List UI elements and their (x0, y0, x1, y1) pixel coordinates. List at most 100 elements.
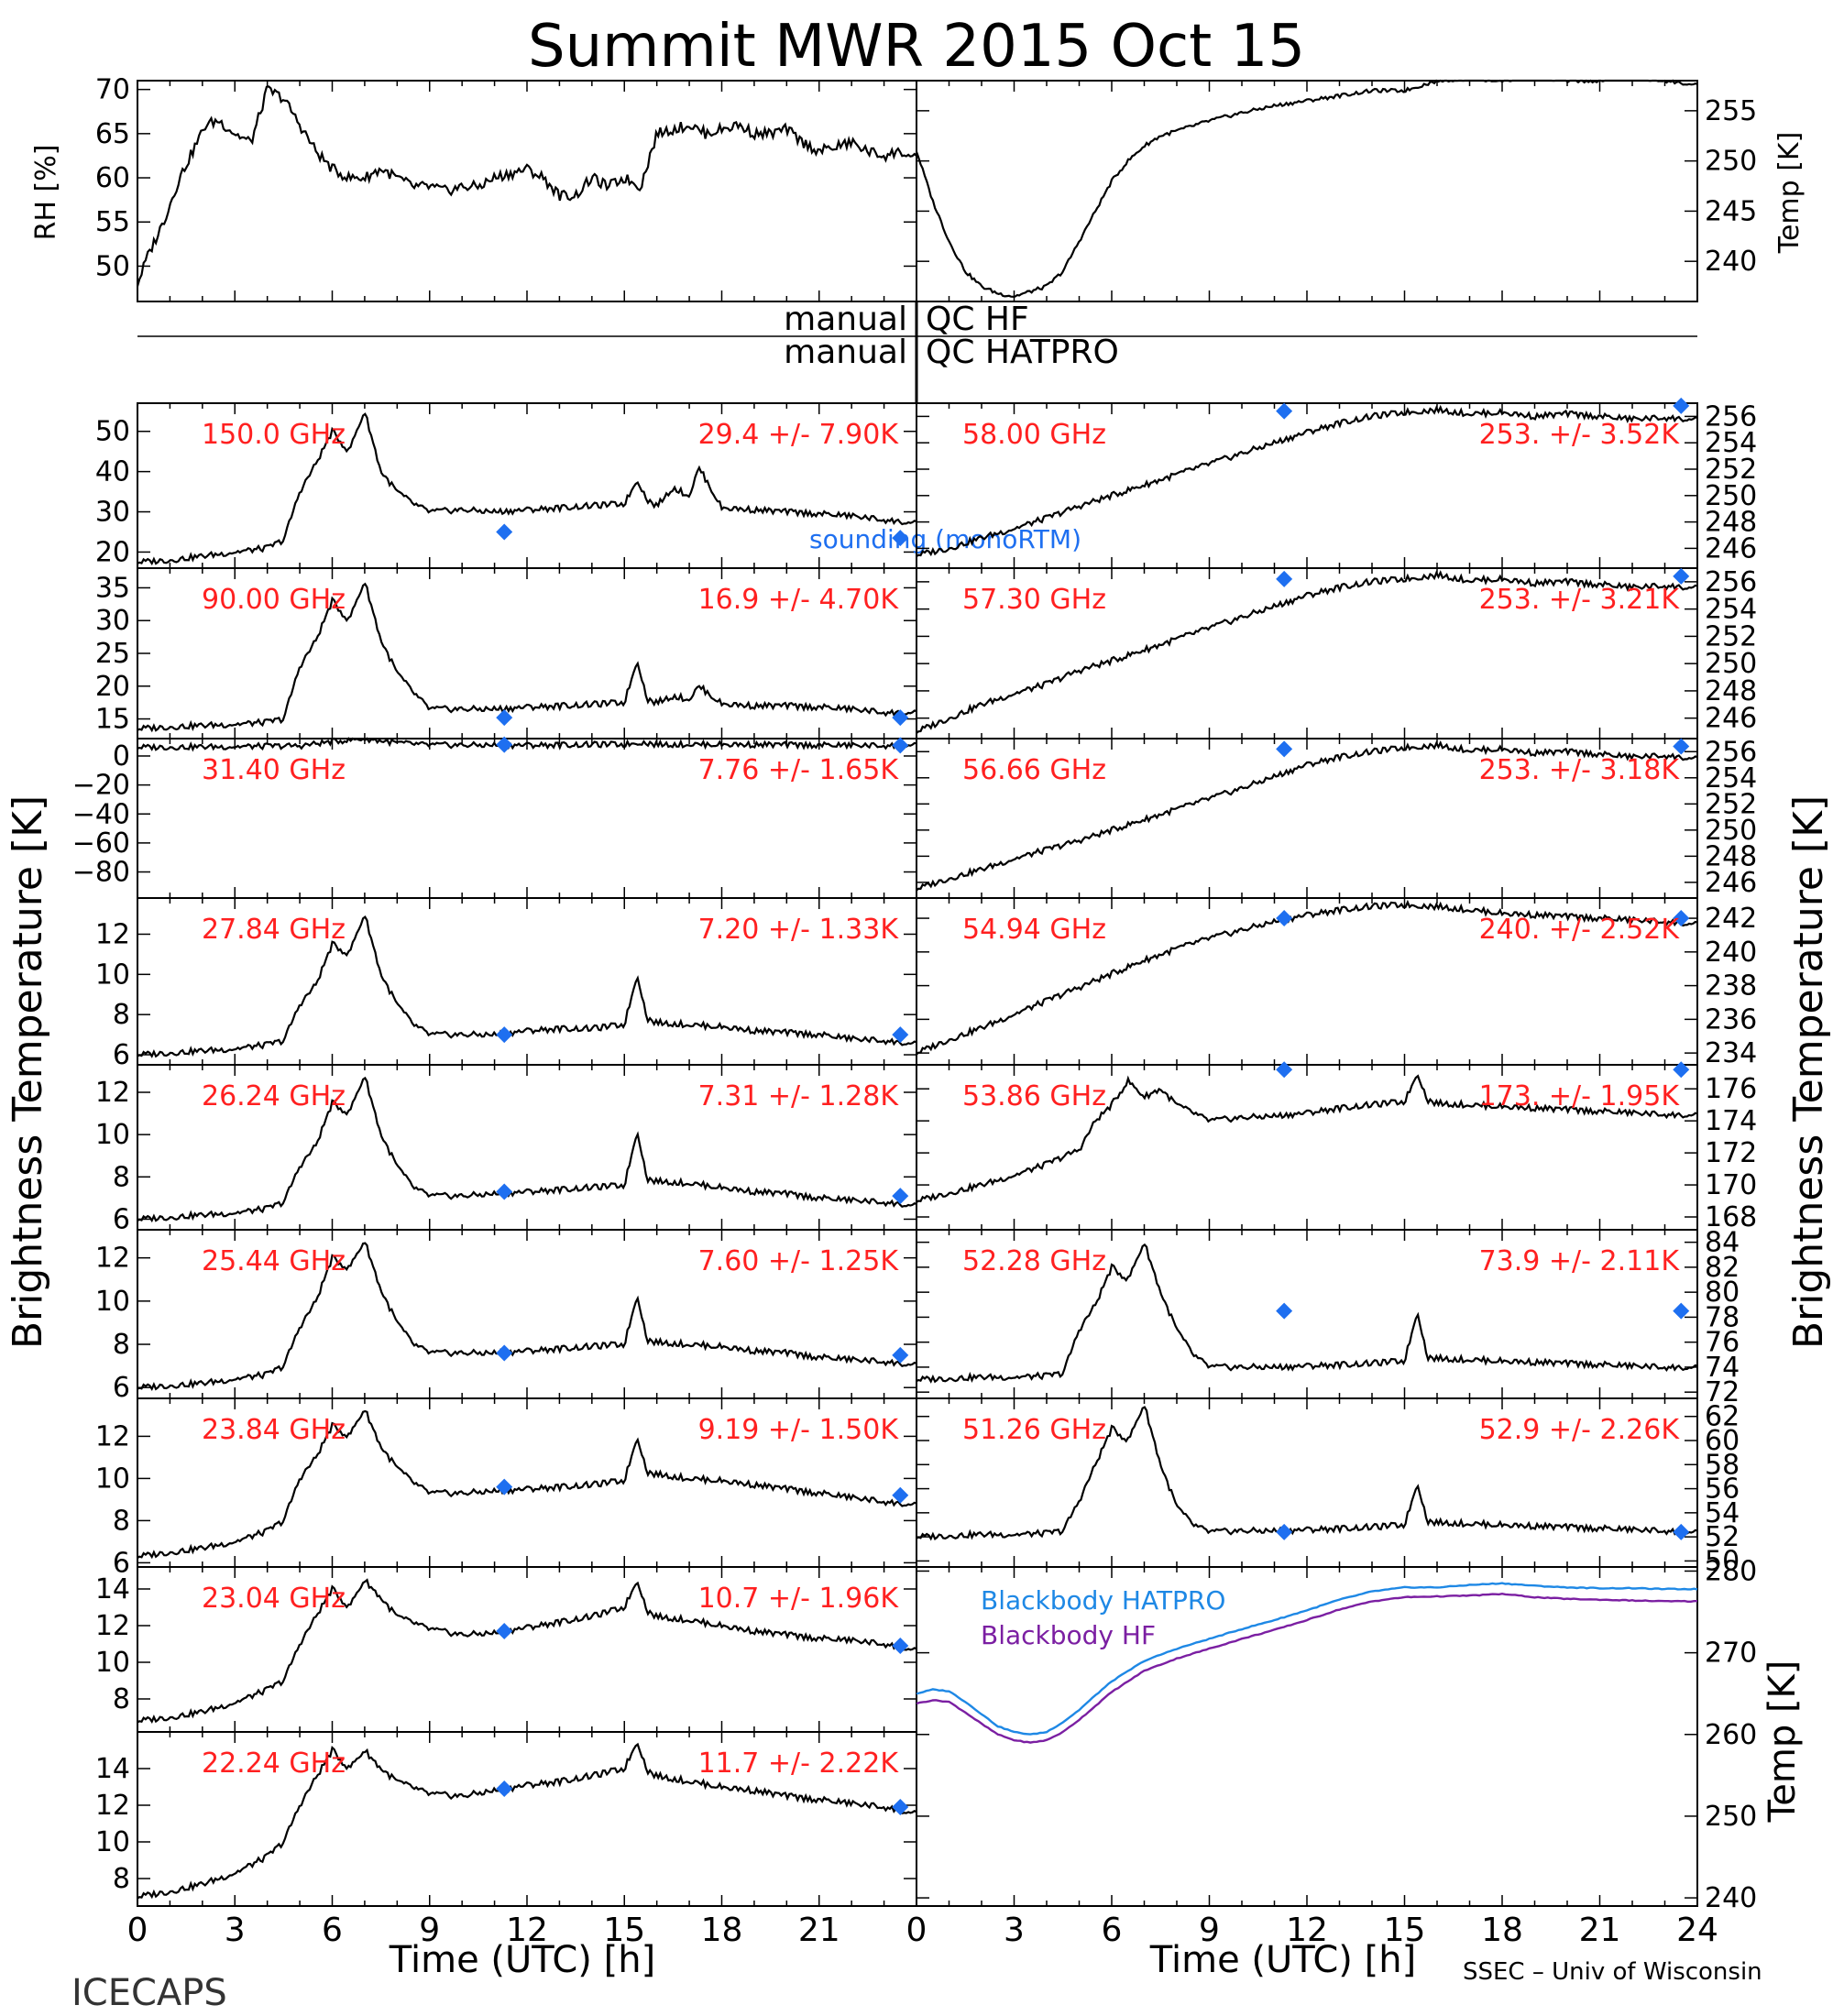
x-tick-label: 18 (1481, 1912, 1523, 1949)
x-tick-label: 15 (603, 1912, 645, 1949)
frequency-label: 150.0 GHz (202, 419, 346, 451)
sounding-marker (496, 736, 513, 753)
y-tick-label: 256 (1705, 400, 1757, 433)
trace-line (137, 412, 917, 566)
y-tick-label: 50 (95, 250, 130, 282)
y-tick-label: 82 (1705, 1252, 1740, 1284)
y-tick-label: 52 (1705, 1521, 1740, 1553)
panel-air_temp: 240 245 250 255 (915, 79, 1757, 302)
y-tick-label: 254 (1705, 594, 1757, 626)
qc-line2-left: manual (784, 334, 907, 371)
y-tick-label: 8 (113, 999, 130, 1031)
sounding-marker (892, 530, 909, 547)
y-tick-label: 254 (1705, 762, 1757, 794)
sounding-marker (496, 1344, 513, 1362)
y-tick-label: 170 (1705, 1169, 1757, 1201)
right-ylabel: Brightness Temperature [K] (1785, 795, 1832, 1349)
x-tick-label: 3 (1004, 1912, 1025, 1949)
sounding-marker (1276, 740, 1293, 758)
y-tick-label: 248 (1705, 675, 1757, 707)
temp-ylabel: Temp [K] (1773, 132, 1806, 255)
y-tick-label: 30 (95, 605, 130, 637)
y-tick-label: 255 (1705, 95, 1757, 127)
left-ylabel: Brightness Temperature [K] (5, 795, 51, 1349)
y-tick-label: 246 (1705, 703, 1757, 735)
sounding-marker (1673, 1302, 1690, 1320)
panel-25-44-GHz: 6 8 10 12 25.44 GHz 7.60 +/- 1.25K (95, 1229, 917, 1404)
y-tick-label: 12 (95, 1420, 130, 1452)
series-line (916, 1592, 1697, 1744)
x-tick-label: 9 (419, 1912, 440, 1949)
trace-line (137, 1742, 917, 1900)
sounding-marker (1673, 567, 1690, 585)
y-tick-label: 20 (95, 671, 130, 703)
sounding-marker (496, 709, 513, 727)
frequency-label: 27.84 GHz (202, 914, 346, 946)
stats-label: 7.20 +/- 1.33K (698, 914, 900, 946)
panel-31-40-GHz: 0−20−40−60−80 31.40 GHz 7.76 +/- 1.65K (72, 736, 917, 899)
y-tick-label: 50 (95, 416, 130, 448)
panel-frame (916, 1566, 1698, 1907)
y-tick-label: 245 (1705, 195, 1757, 227)
series-line (916, 1582, 1698, 1736)
x-axis-label-right: Time (UTC) [h] (1149, 1939, 1416, 1981)
y-tick-label: 25 (95, 638, 130, 670)
trace-line (916, 404, 1698, 558)
qc-line1-right: QC HF (926, 301, 1029, 338)
y-tick-label: 10 (95, 1119, 130, 1151)
stats-label: 9.19 +/- 1.50K (698, 1414, 900, 1446)
stats-label: 7.60 +/- 1.25K (698, 1245, 900, 1277)
trace-line (136, 85, 917, 287)
legend-entry: Blackbody HF (981, 1620, 1156, 1650)
y-tick-label: 176 (1705, 1073, 1757, 1105)
y-tick-label: 242 (1705, 903, 1757, 935)
y-tick-label: 65 (95, 118, 130, 150)
y-tick-label: 8 (113, 1329, 130, 1361)
panel-22-24-GHz: 8 10 12 14 22.24 GHz 11.7 +/- 2.22K (95, 1731, 917, 1907)
y-tick-label: 60 (1705, 1425, 1740, 1457)
y-tick-label: 6 (113, 1372, 130, 1404)
y-tick-label: 56 (1705, 1474, 1740, 1506)
y-tick-label: 248 (1705, 840, 1757, 872)
sounding-marker (892, 1638, 909, 1654)
y-tick-label: 55 (95, 206, 130, 238)
sounding-marker (1673, 910, 1690, 927)
stats-label: 10.7 +/- 1.96K (698, 1583, 900, 1615)
rh-ylabel: RH [%] (30, 145, 62, 241)
trace-line (916, 1243, 1698, 1384)
y-tick-label: 250 (1705, 1801, 1757, 1833)
frequency-label: 58.00 GHz (962, 419, 1106, 451)
y-tick-label: 50 (1705, 1545, 1740, 1577)
panel-26-24-GHz: 6 8 10 12 26.24 GHz 7.31 +/- 1.28K (95, 1064, 917, 1235)
trace-line (916, 740, 1698, 892)
sounding-marker (1276, 1523, 1293, 1540)
y-tick-label: 35 (95, 572, 130, 604)
y-tick-label: 246 (1705, 867, 1757, 899)
sounding-marker (892, 737, 909, 754)
trace-line (137, 1242, 917, 1392)
x-tick-label: 6 (322, 1912, 343, 1949)
x-tick-label: 18 (701, 1912, 743, 1949)
y-tick-label: 8 (113, 1161, 130, 1193)
frequency-label: 22.24 GHz (202, 1748, 346, 1780)
y-tick-label: 10 (95, 1286, 130, 1318)
y-tick-label: 10 (95, 1826, 130, 1858)
sounding-marker (892, 1799, 909, 1815)
y-tick-label: 12 (95, 1243, 130, 1275)
x-tick-label: 12 (506, 1912, 548, 1949)
y-tick-label: 250 (1705, 146, 1757, 178)
trace-line (915, 79, 1698, 298)
sounding-marker (496, 1026, 513, 1044)
stats-label: 11.7 +/- 2.22K (698, 1748, 900, 1780)
blackbody-ylabel: Temp [K] (1762, 1660, 1804, 1824)
frequency-label: 90.00 GHz (202, 584, 346, 616)
stats-label: 7.31 +/- 1.28K (698, 1080, 900, 1112)
y-tick-label: 252 (1705, 454, 1757, 486)
x-tick-label: 0 (906, 1912, 927, 1949)
frequency-label: 31.40 GHz (202, 754, 346, 786)
